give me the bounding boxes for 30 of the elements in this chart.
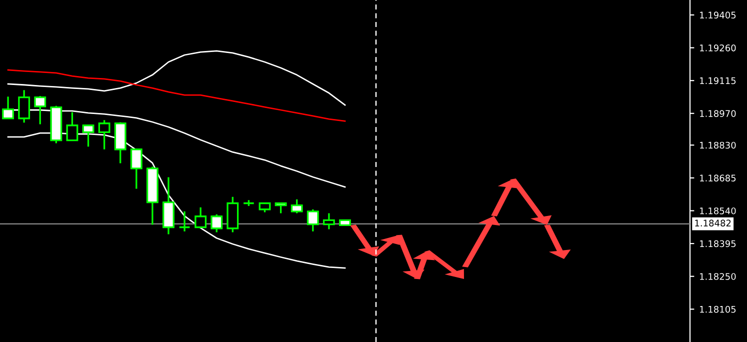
candlestick [306, 208, 319, 232]
candlestick [226, 196, 239, 234]
candlestick [210, 214, 223, 234]
y-tick-label: 1.19260 [700, 44, 736, 52]
candlestick [242, 199, 255, 207]
y-tick-label: 1.18830 [700, 142, 736, 149]
ref-line-label: 1.18482 [695, 220, 731, 226]
y-tick-label: 1.18685 [700, 174, 736, 182]
candlestick [146, 166, 158, 226]
line-series [7, 69, 346, 122]
y-tick-label: 1.18250 [700, 273, 736, 280]
candlestick [162, 176, 174, 236]
y-tick-label: 1.18970 [700, 110, 736, 117]
candlestick [290, 198, 303, 214]
candlestick [194, 206, 207, 228]
candlestick [98, 119, 110, 150]
line-series [7, 50, 346, 106]
candlestick [178, 210, 191, 232]
candlestick [274, 202, 287, 214]
candlestick [258, 202, 271, 214]
y-tick-label: 1.18105 [700, 306, 736, 313]
candlestick [18, 89, 30, 124]
candlestick [130, 148, 142, 190]
y-tick-label: 1.19405 [700, 12, 736, 18]
candlestick [66, 111, 78, 142]
y-tick-label: 1.18395 [700, 240, 736, 248]
y-tick-label: 1.18540 [700, 207, 736, 214]
candlestick [322, 212, 335, 230]
candlestick [339, 218, 351, 226]
y-tick-label: 1.19115 [700, 77, 736, 84]
